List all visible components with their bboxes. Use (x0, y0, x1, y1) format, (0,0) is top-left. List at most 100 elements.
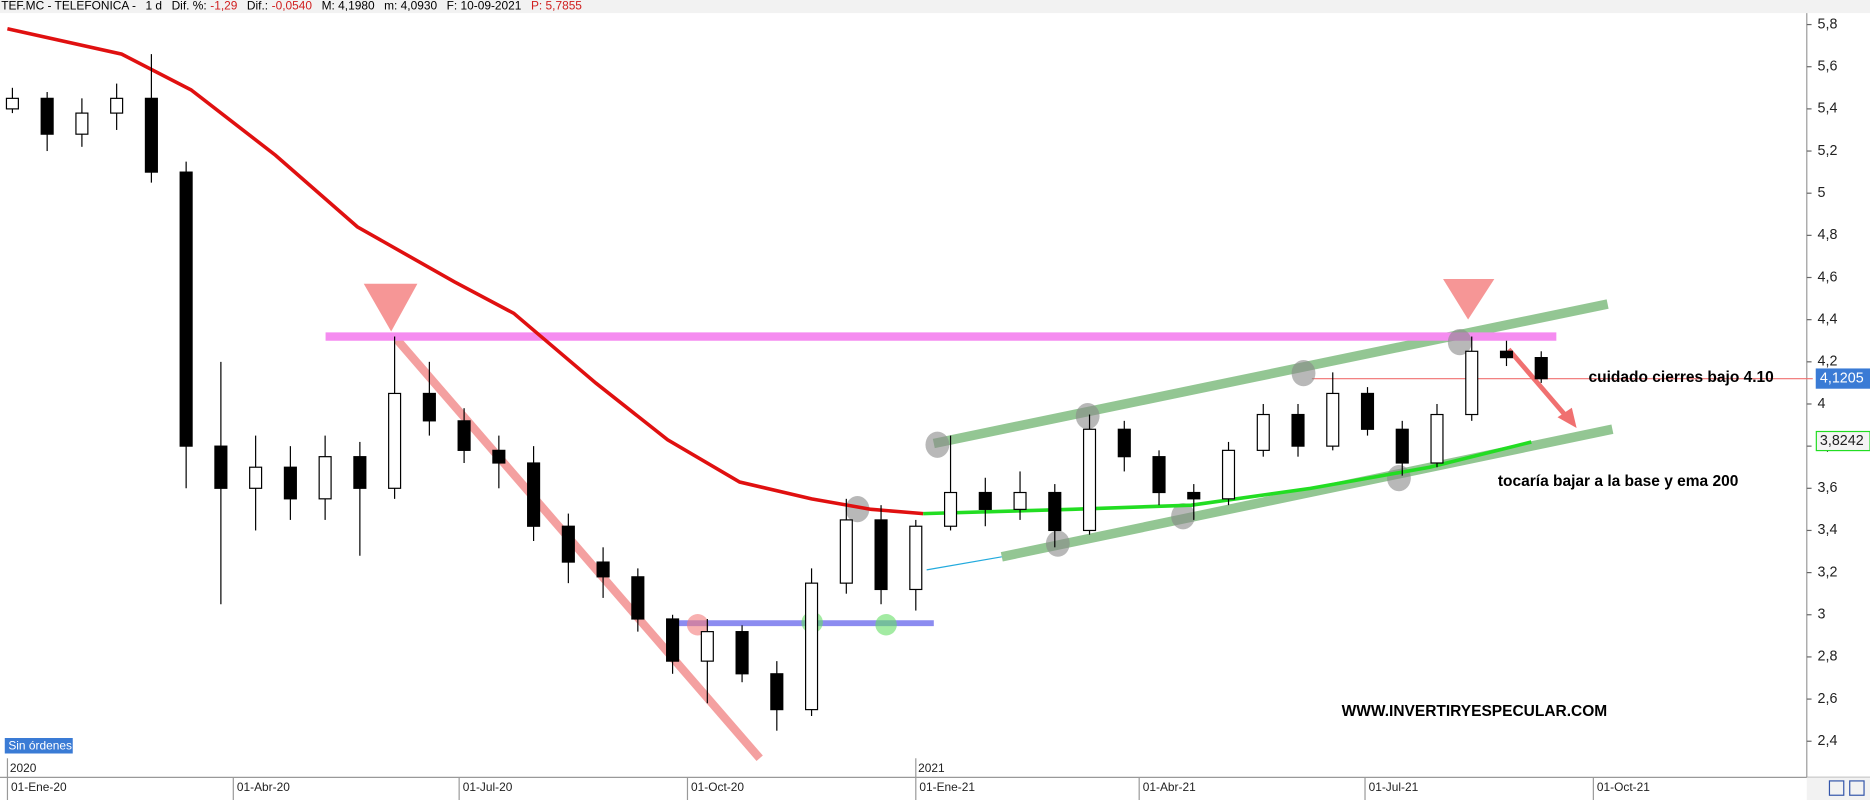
arrow (1506, 347, 1569, 419)
candle-body (179, 171, 193, 447)
candle-body (735, 631, 749, 675)
header-item: M: 4,1980 (322, 0, 375, 13)
ema-line (923, 440, 1532, 516)
candle-body (561, 525, 575, 563)
header-item: -1,29 (210, 0, 238, 13)
header-item: F: 10-09-2021 (447, 0, 522, 13)
trend-line (926, 556, 1002, 571)
candle-body (1534, 357, 1548, 380)
y-tick-label: 3,4 (1818, 522, 1838, 538)
candle-body (144, 97, 158, 173)
x-tick-label: 01-Oct-20 (691, 780, 744, 794)
x-tick-label: 01-Ene-21 (919, 780, 975, 794)
candle-body (978, 491, 992, 510)
price-box (1815, 430, 1870, 452)
candle-body (75, 112, 89, 135)
candle-body (283, 466, 297, 500)
x-tick-label: 01-Ene-20 (11, 780, 67, 794)
y-tick-label: 4,6 (1818, 269, 1838, 285)
y-tick-label: 3 (1818, 607, 1826, 623)
candle-body (943, 491, 958, 527)
status-box (4, 738, 73, 754)
candle-body (805, 582, 819, 711)
y-tick-label: 5,2 (1818, 143, 1838, 159)
annotation: tocaría bajar a la base y ema 200 (1498, 473, 1738, 490)
candle-body (422, 392, 436, 422)
tool-icon[interactable] (1849, 780, 1865, 796)
candle-body (700, 631, 714, 662)
marker-circle (1045, 530, 1070, 557)
y-tick-label: 4,4 (1818, 311, 1838, 327)
y-tick-label: 3,6 (1818, 480, 1838, 496)
candle-body (318, 456, 332, 500)
candle-body (457, 420, 471, 451)
candle-body (1187, 491, 1201, 500)
y-tick-label: 4,8 (1818, 227, 1838, 243)
candle-body (631, 576, 645, 620)
candle-body (1048, 491, 1062, 532)
candle-body (1221, 449, 1236, 500)
candle-body (249, 466, 263, 489)
candle-body (1360, 392, 1375, 430)
channel-line (932, 299, 1609, 449)
marker-circle (1291, 360, 1316, 387)
corner (1806, 777, 1870, 800)
candle-body (839, 519, 853, 584)
candle-body (40, 97, 54, 135)
y-tick-label: 5 (1818, 185, 1826, 201)
candle-body (353, 456, 367, 489)
candle-body (909, 525, 923, 591)
y-tick-label: 2,4 (1818, 733, 1838, 749)
candle-body (1499, 350, 1514, 359)
marker-circle (1171, 503, 1195, 530)
price-box-label: 3,8242 (1820, 433, 1864, 449)
candle-body (1465, 350, 1479, 416)
candle-body (388, 392, 402, 489)
price-box-label: 4,1205 (1820, 370, 1864, 386)
candle-body (1117, 428, 1131, 458)
header-item: TEF.MC - TELEFONICA - (1, 0, 136, 13)
price-box (1815, 368, 1870, 389)
tool-icon[interactable] (1828, 780, 1845, 796)
y-tick-label: 5,8 (1818, 16, 1838, 32)
y-tick-label: 5,6 (1818, 59, 1838, 75)
y-tick-label: 2,6 (1818, 691, 1838, 707)
drawings (325, 278, 1813, 762)
triangle (363, 283, 418, 332)
candle-body (666, 618, 680, 662)
candle-body (596, 561, 610, 578)
header-item: -0,0540 (272, 0, 313, 13)
x-tick-label: 01-Jul-20 (463, 780, 513, 794)
marker-circle (875, 614, 897, 636)
header-item: P: 5,7855 (531, 0, 582, 13)
year-label: 2020 (10, 761, 37, 775)
year-label: 2021 (918, 761, 945, 775)
y-tick-label: 2,8 (1818, 649, 1838, 665)
candle-body (1430, 413, 1444, 464)
marker-circle (1075, 402, 1100, 430)
y-tick-label: 4,2 (1818, 354, 1838, 370)
x-tick-label: 01-Abr-21 (1143, 780, 1196, 794)
header-item: Dif.: (247, 0, 268, 13)
candle-body (770, 673, 784, 711)
marker-circle (925, 431, 950, 458)
trend-line (393, 337, 763, 762)
x-tick-label: 01-Oct-21 (1597, 780, 1650, 794)
marker-circle (1447, 329, 1472, 356)
candle-body (5, 97, 19, 110)
annotation: cuidado cierres bajo 4.10 (1589, 369, 1774, 386)
y-tick-label: 5,4 (1818, 101, 1838, 117)
header-item: Dif. %: (172, 0, 207, 13)
candle-body (1082, 428, 1097, 532)
candle-body (110, 97, 124, 114)
watermark: WWW.INVERTIRYESPECULAR.COM (1342, 703, 1608, 720)
candle-body (214, 445, 228, 489)
candle-body (874, 519, 888, 591)
arrow-head (1557, 407, 1577, 429)
candle-body (1013, 491, 1027, 510)
marker-circle (845, 495, 870, 523)
status: Sin órdenes (8, 739, 72, 753)
